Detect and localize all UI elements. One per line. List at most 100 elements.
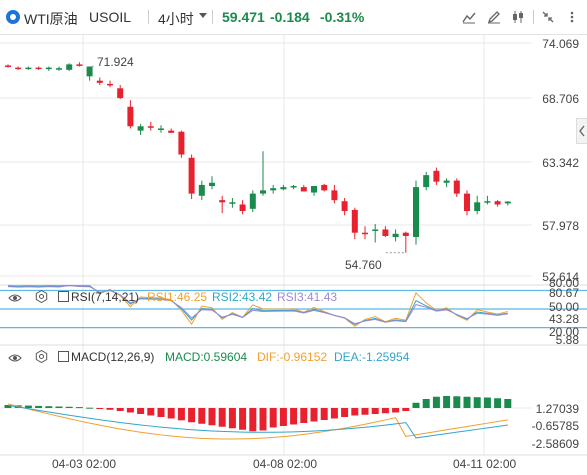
candle-body (300, 187, 307, 192)
candle-body (158, 128, 164, 130)
symbol-code[interactable]: USOIL (89, 9, 132, 25)
time-axis-label: 04-11 02:00 (453, 457, 517, 471)
macd-histogram-bar (24, 405, 32, 408)
macd-histogram-bar (483, 397, 491, 408)
rsi-axis-label: 80.67 (548, 286, 579, 300)
hide-eye-icon[interactable] (8, 291, 22, 309)
collapse-icon[interactable] (541, 10, 555, 24)
candle-body (137, 126, 144, 131)
hide-eye-icon[interactable] (8, 351, 22, 369)
more-icon[interactable] (565, 10, 579, 24)
line-chart-icon[interactable] (462, 10, 476, 24)
macd-histogram-bar (320, 408, 328, 420)
separator (212, 10, 213, 24)
macd-histogram-bar (228, 408, 236, 429)
macd-histogram-bar (463, 396, 471, 408)
candle-body (229, 202, 236, 204)
candles-icon[interactable] (511, 10, 525, 24)
rsi-axis-label: 80.00 (548, 276, 579, 290)
macd-histogram-bar (126, 408, 134, 413)
macd-histogram-bar (412, 402, 420, 408)
macd-histogram-bar (96, 408, 104, 409)
macd-histogram-bar (116, 408, 124, 411)
candle-body (392, 233, 399, 238)
macd-histogram-bar (473, 397, 481, 408)
macd-histogram-bar (269, 408, 277, 428)
candle-body (270, 188, 277, 191)
candle-body (494, 201, 501, 205)
macd-histogram-bar (86, 407, 94, 409)
macd-histogram-bar (443, 396, 451, 408)
time-axis-label: 04-08 02:00 (253, 457, 318, 471)
candle-body (96, 80, 103, 83)
macd-histogram-bar (106, 408, 114, 410)
candle-body (45, 67, 52, 70)
chevron-down-icon[interactable] (199, 13, 207, 18)
macd-histogram-bar (300, 408, 308, 423)
macd-histogram-bar (290, 408, 298, 425)
dif-value: DIF:-0.96152 (257, 350, 328, 364)
candle-body (239, 204, 246, 211)
macd-histogram-bar (188, 408, 196, 423)
chart-header: WTI原油 USOIL 4小时 59.471 -0.184 -0.31% (0, 0, 587, 34)
candle-body (290, 186, 297, 188)
macd-histogram-bar (330, 408, 338, 419)
macd-value: MACD:0.59604 (165, 350, 248, 364)
candle-body (168, 130, 175, 133)
candle-body (464, 193, 470, 211)
rsi-axis-label: 20.00 (548, 325, 579, 339)
indicator-icon (58, 351, 69, 362)
high-price-annotation: 71.924 (97, 55, 134, 69)
candle-body (331, 190, 338, 201)
candle-body (56, 68, 62, 70)
dea-line (7, 404, 508, 439)
candle-body (219, 200, 226, 203)
candle-body (453, 180, 460, 194)
candle-body (188, 157, 195, 194)
gear-icon[interactable] (35, 349, 48, 368)
macd-histogram-bar (341, 408, 349, 417)
candle-body (15, 67, 22, 70)
time-axis-label: 04-03 02:00 (52, 457, 117, 471)
macd-histogram-bar (453, 396, 461, 408)
macd-histogram-bar (218, 408, 226, 427)
rsi1-value: RSI1:46.25 (147, 290, 208, 304)
price-axis-label: 63.342 (542, 156, 579, 170)
pencil-icon[interactable] (487, 10, 501, 24)
macd-axis-label: 1.27039 (535, 402, 579, 416)
candle-body (504, 201, 511, 204)
macd-histogram-bar (422, 399, 430, 408)
candle-body (433, 170, 440, 182)
candle-body (76, 64, 83, 66)
dea-value: DEA:-1.25954 (334, 350, 410, 364)
candle-body (423, 175, 430, 188)
chevron-left-icon[interactable] (576, 118, 587, 144)
candle-body (107, 83, 113, 86)
macd-axis-label: -0.65785 (531, 419, 579, 433)
candle-body (25, 67, 32, 70)
macd-histogram-bar (157, 408, 165, 417)
macd-histogram-bar (147, 408, 155, 416)
symbol-name[interactable]: WTI原油 (24, 11, 78, 27)
macd-histogram-bar (208, 408, 216, 426)
candle-body (351, 209, 358, 233)
candle-body (260, 190, 266, 194)
gear-icon[interactable] (35, 289, 48, 308)
candle-body (362, 232, 368, 235)
price-axis-label: 74.069 (542, 37, 579, 51)
macd-histogram-bar (402, 408, 410, 411)
interval-selector[interactable]: 4小时 (158, 11, 194, 27)
symbol-logo-icon (6, 10, 20, 24)
macd-title[interactable]: MACD(12,26,9) (71, 350, 155, 364)
macd-histogram-bar (361, 408, 369, 415)
candle-body (249, 193, 256, 209)
candle-body (372, 229, 379, 231)
macd-histogram-bar (249, 408, 257, 432)
rsi-title[interactable]: RSI(7,14,21) (71, 290, 140, 304)
macd-histogram-bar (167, 408, 175, 419)
dif-line (7, 403, 508, 440)
macd-histogram-bar (177, 408, 185, 421)
candle-body (402, 232, 409, 236)
candle-body (321, 184, 328, 191)
